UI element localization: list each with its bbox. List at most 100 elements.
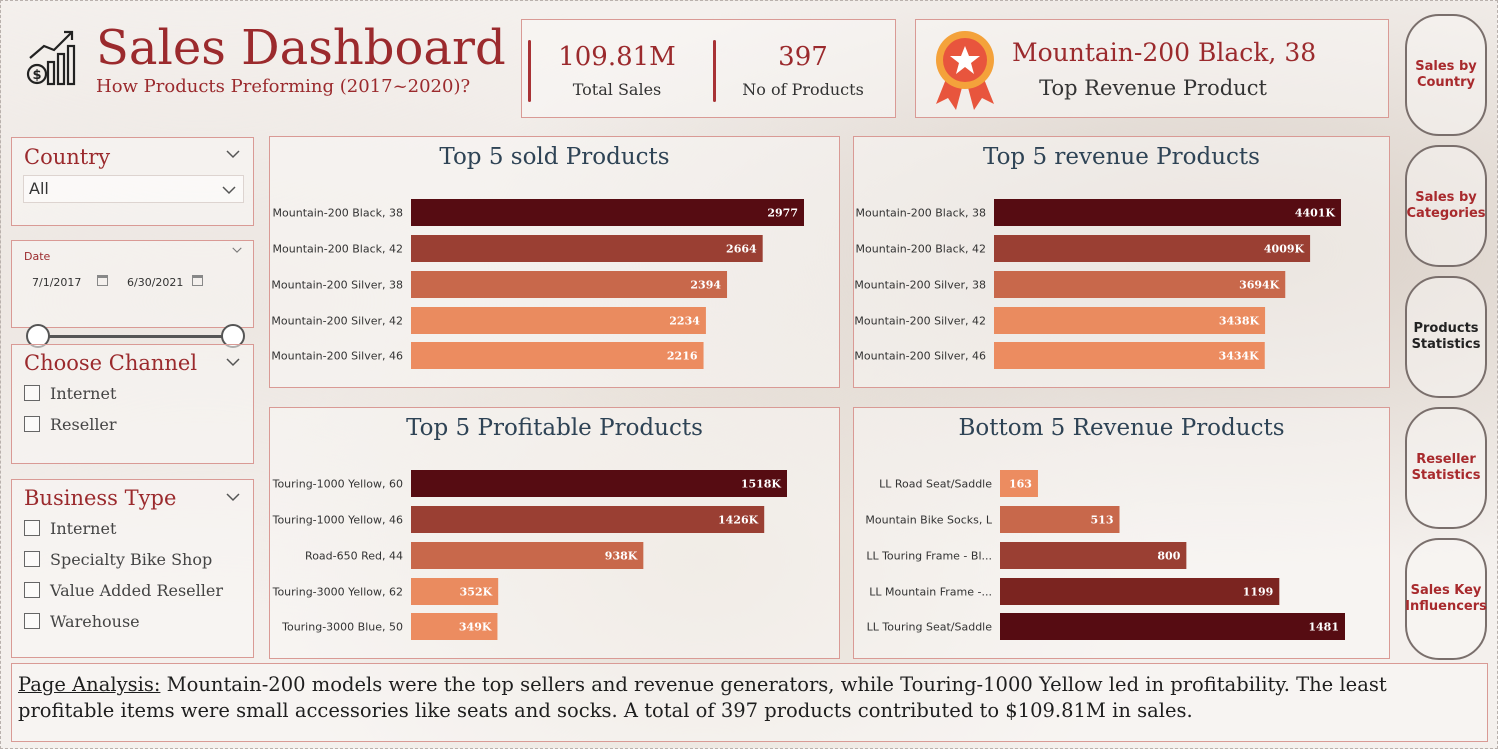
chevron-down-icon[interactable] [226, 355, 240, 369]
bar-value-label: 2216 [667, 350, 698, 363]
bar[interactable] [994, 199, 1341, 226]
page-analysis: Page Analysis: Mountain-200 models were … [11, 663, 1488, 742]
nav-sales-by-country-button[interactable]: Sales by Country [1405, 14, 1487, 136]
business-type-slicer-title: Business Type [24, 486, 177, 510]
bar[interactable] [411, 342, 704, 369]
bar-chart-plot: LL Road Seat/Saddle 163 Mountain Bike Sock… [865, 470, 1345, 640]
bar-chart-plot: Touring-1000 Yellow, 60 1518K Touring-1000… [272, 470, 787, 640]
channel-option-internet[interactable]: Internet [24, 383, 116, 403]
country-selected-value: All [29, 179, 49, 198]
date-slicer-title: Date [24, 250, 51, 263]
checkbox[interactable] [24, 582, 40, 598]
bar-value-label: 1426K [718, 514, 759, 527]
bar[interactable] [411, 271, 728, 298]
bar-category-label: Mountain-200 Silver, 38 [271, 279, 403, 292]
bar-category-label: Mountain-200 Silver, 38 [854, 279, 986, 292]
bar[interactable] [411, 199, 804, 226]
chevron-down-icon[interactable] [226, 147, 240, 161]
top-revenue-products-chart: Mountain-200 Black, 38 4401K Mountain-200 … [853, 136, 1390, 388]
bar[interactable] [411, 307, 706, 334]
page-analysis-text: Mountain-200 models were the top sellers… [18, 673, 1387, 722]
bar[interactable] [994, 271, 1286, 298]
business-type-option-specialty-bike-shop[interactable]: Specialty Bike Shop [24, 549, 212, 569]
kpi-divider [528, 40, 531, 102]
bar-value-label: 2664 [726, 243, 757, 256]
country-slicer-title: Country [24, 145, 111, 169]
calendar-icon[interactable] [192, 275, 203, 286]
chevron-down-icon[interactable] [226, 490, 240, 504]
bar-value-label: 2977 [767, 207, 798, 220]
bar[interactable] [1000, 578, 1280, 605]
checkbox[interactable] [24, 613, 40, 629]
chevron-down-icon[interactable] [232, 245, 242, 255]
channel-slicer-title: Choose Channel [24, 351, 198, 375]
checkbox-label: Warehouse [50, 611, 140, 631]
nav-products-statistics-button[interactable]: Products Statistics [1405, 276, 1487, 398]
bar-chart-plot: Mountain-200 Black, 38 4401K Mountain-200 … [854, 199, 1341, 369]
bar-category-label: LL Road Seat/Saddle [879, 478, 992, 491]
bar-category-label: Mountain-200 Black, 42 [856, 243, 986, 256]
bar[interactable] [411, 235, 763, 262]
total-sales-value: 109.81M [558, 42, 676, 72]
channel-option-reseller[interactable]: Reseller [24, 414, 117, 434]
bar[interactable] [994, 307, 1266, 334]
bar-category-label: LL Touring Frame - Bl... [866, 550, 992, 563]
checkbox[interactable] [24, 385, 40, 401]
bar-value-label: 3438K [1219, 315, 1260, 328]
checkbox[interactable] [24, 551, 40, 567]
nav-sales-by-categories-button[interactable]: Sales by Categories [1405, 145, 1487, 267]
bar-value-label: 4401K [1295, 207, 1336, 220]
bar-value-label: 1481 [1308, 621, 1339, 634]
bar-category-label: Mountain-200 Silver, 46 [854, 350, 986, 363]
date-range-slider-track[interactable] [38, 335, 234, 338]
date-slicer: Date 7/1/2017 6/30/2021 [11, 240, 254, 348]
checkbox[interactable] [24, 520, 40, 536]
bar[interactable] [411, 470, 787, 497]
bar[interactable] [1000, 506, 1120, 533]
bar-value-label: 800 [1157, 550, 1180, 563]
bottom-revenue-products-chart: LL Road Seat/Saddle 163 Mountain Bike Sock… [853, 407, 1390, 659]
nav-sales-key-influencers-button[interactable]: Sales Key Influencers [1405, 538, 1487, 660]
country-dropdown[interactable]: All [23, 175, 244, 203]
bar-value-label: 2394 [690, 279, 721, 292]
bar-category-label: Mountain-200 Black, 38 [856, 207, 986, 220]
bar-value-label: 163 [1009, 478, 1032, 491]
top-profitable-products-chart: Touring-1000 Yellow, 60 1518K Touring-1000… [269, 407, 840, 659]
total-sales-label: Total Sales [572, 80, 662, 99]
checkbox-label: Internet [50, 518, 117, 538]
business-type-option-internet[interactable]: Internet [24, 518, 116, 538]
chart-title: Top 5 revenue Products [983, 144, 1260, 170]
nav-reseller-statistics-button[interactable]: Reseller Statistics [1405, 407, 1487, 529]
chart-title: Bottom 5 Revenue Products [958, 415, 1285, 441]
checkbox-label: Reseller [50, 414, 117, 434]
bar-value-label: 3434K [1219, 350, 1260, 363]
bar-value-label: 4009K [1264, 243, 1305, 256]
page-subtitle: How Products Preforming (2017~2020)? [96, 76, 471, 97]
bar[interactable] [1000, 542, 1187, 569]
bar[interactable] [994, 342, 1265, 369]
bar[interactable] [994, 235, 1311, 262]
bar[interactable] [411, 578, 499, 605]
business-type-option-value-added-reseller[interactable]: Value Added Reseller [24, 580, 223, 600]
bar-category-label: Road-650 Red, 44 [305, 550, 403, 563]
bar[interactable] [1000, 470, 1038, 497]
chart-title: Top 5 Profitable Products [406, 415, 703, 441]
checkbox[interactable] [24, 416, 40, 432]
bar[interactable] [1000, 613, 1345, 640]
checkbox-label: Specialty Bike Shop [50, 549, 213, 569]
bar[interactable] [411, 542, 644, 569]
bar[interactable] [411, 613, 498, 640]
start-date-input[interactable]: 7/1/2017 [32, 276, 82, 289]
top-product-name: Mountain-200 Black, 38 [1012, 38, 1317, 67]
top-product-label: Top Revenue Product [1039, 76, 1267, 100]
checkbox-label: Internet [50, 383, 117, 403]
products-count-label: No of Products [742, 80, 864, 99]
calendar-icon[interactable] [97, 275, 108, 286]
kpi-divider [713, 40, 716, 102]
bar[interactable] [411, 506, 765, 533]
bar-category-label: LL Mountain Frame -... [869, 586, 992, 599]
end-date-input[interactable]: 6/30/2021 [127, 276, 184, 289]
checkbox-label: Value Added Reseller [50, 580, 223, 600]
top-product-card: Mountain-200 Black, 38 Top Revenue Produ… [915, 19, 1389, 118]
business-type-option-warehouse[interactable]: Warehouse [24, 611, 140, 631]
